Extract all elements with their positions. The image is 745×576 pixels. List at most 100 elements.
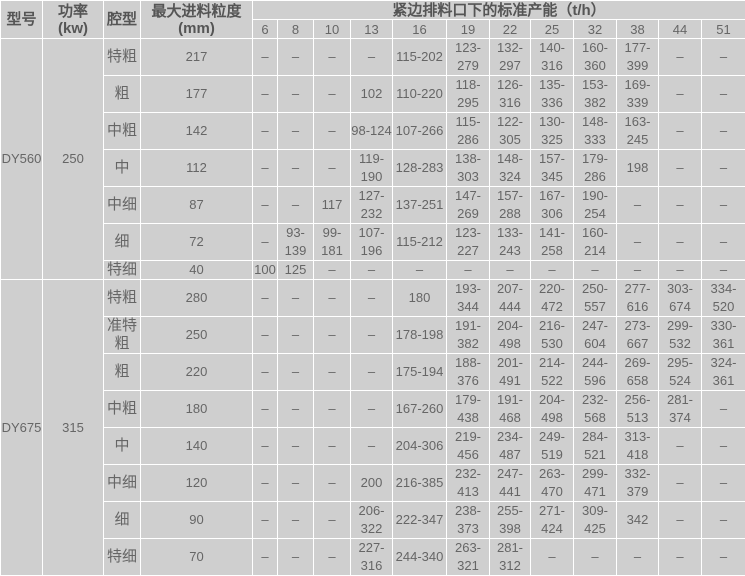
capacity-cell: – bbox=[658, 464, 702, 502]
capacity-cell: – bbox=[252, 538, 278, 576]
capacity-cell: 148-333 bbox=[573, 112, 617, 150]
capacity-cell: 93-139 bbox=[277, 223, 314, 261]
capacity-cell: 220-472 bbox=[530, 279, 574, 317]
capacity-cell: 200 bbox=[350, 464, 393, 502]
capacity-cell: – bbox=[530, 260, 574, 280]
table-row: 中细 87– –117 127-232 137-251 147-269 157-288 167… bbox=[1, 186, 745, 224]
header-power: 功率 (kw) bbox=[42, 0, 104, 39]
capacity-cell: 234-487 bbox=[489, 427, 531, 465]
capacity-cell: 160-214 bbox=[573, 223, 617, 261]
capacity-cell: 122-305 bbox=[489, 112, 531, 150]
capacity-cell: 188-376 bbox=[446, 353, 490, 391]
header-max-feed: 最大进料粒度 (mm) bbox=[140, 0, 253, 39]
capacity-cell: – bbox=[392, 260, 447, 280]
capacity-cell: 175-194 bbox=[392, 353, 447, 391]
cavity-cell: 特细 bbox=[103, 260, 141, 280]
capacity-cell: – bbox=[252, 279, 278, 317]
capacity-cell: – bbox=[616, 538, 659, 576]
cavity-cell: 中细 bbox=[103, 464, 141, 502]
cavity-cell: 特细 bbox=[103, 538, 141, 576]
capacity-cell: 244-340 bbox=[392, 538, 447, 576]
capacity-cell: – bbox=[350, 390, 393, 428]
capacity-cell: – bbox=[700, 186, 745, 224]
capacity-cell: – bbox=[658, 112, 702, 150]
capacity-cell: 332-379 bbox=[616, 464, 659, 502]
header-css-25: 25 bbox=[530, 19, 574, 39]
table-row: 特细 70– – –227-316 244-340 263-321 281-312– – – – – bbox=[1, 538, 745, 576]
max-feed-cell: 180 bbox=[140, 390, 253, 428]
cavity-cell: 准特粗 bbox=[103, 316, 141, 354]
capacity-cell: – bbox=[313, 112, 351, 150]
capacity-cell: 147-269 bbox=[446, 186, 490, 224]
capacity-cell: – bbox=[350, 279, 393, 317]
table-row: 细 90– – –206-322 222-347 238-373 255-398 271-42… bbox=[1, 501, 745, 539]
table-row: 中 140– – – –204-306 219-456 234-487 249-519 284-… bbox=[1, 427, 745, 465]
capacity-cell: 177-399 bbox=[616, 38, 659, 76]
capacity-cell: 227-316 bbox=[350, 538, 393, 576]
capacity-cell: 117 bbox=[313, 186, 351, 224]
capacity-cell: 263-470 bbox=[530, 464, 574, 502]
capacity-cell: – bbox=[277, 112, 314, 150]
table-row: 中细 120– – –200 216-385 232-413 247-441 263-470 2… bbox=[1, 464, 745, 502]
capacity-cell: 163-245 bbox=[616, 112, 659, 150]
capacity-cell: – bbox=[313, 427, 351, 465]
capacity-cell: 309-425 bbox=[573, 501, 617, 539]
capacity-cell: 313-418 bbox=[616, 427, 659, 465]
capacity-cell: 284-521 bbox=[573, 427, 617, 465]
capacity-cell: – bbox=[700, 390, 745, 428]
capacity-cell: 207-444 bbox=[489, 279, 531, 317]
capacity-cell: 100 bbox=[252, 260, 278, 280]
capacity-cell: 214-522 bbox=[530, 353, 574, 391]
table-row: DY560 250 特粗 217– – – –115-202 123-279 132-297 14… bbox=[0, 38, 745, 280]
capacity-cell: 191-468 bbox=[489, 390, 531, 428]
cavity-cell: 粗 bbox=[103, 75, 141, 113]
capacity-cell: 102 bbox=[350, 75, 393, 113]
capacity-cell: – bbox=[573, 538, 617, 576]
capacity-cell: – bbox=[252, 112, 278, 150]
header-css-10: 10 bbox=[313, 19, 351, 39]
capacity-cell: 128-283 bbox=[392, 149, 447, 187]
capacity-cell: – bbox=[252, 427, 278, 465]
capacity-cell: 295-524 bbox=[658, 353, 702, 391]
max-feed-cell: 220 bbox=[140, 353, 253, 391]
capacity-cell: – bbox=[252, 464, 278, 502]
capacity-cell: – bbox=[658, 501, 702, 539]
capacity-cell: – bbox=[252, 501, 278, 539]
capacity-cell: – bbox=[252, 390, 278, 428]
capacity-cell: 107-196 bbox=[350, 223, 393, 261]
header-max-feed-unit: (mm) bbox=[178, 19, 215, 37]
capacity-cell: 99-181 bbox=[313, 223, 351, 261]
header-max-feed-label: 最大进料粒度 bbox=[151, 2, 242, 20]
table-header: 型号 功率 (kw) 腔型 最大进料粒度 (mm) 紧边排料口下的标准产能（t/… bbox=[0, 0, 745, 39]
capacity-cell: – bbox=[700, 501, 745, 539]
capacity-cell: – bbox=[350, 260, 393, 280]
header-css-19: 19 bbox=[446, 19, 490, 39]
capacity-cell: 110-220 bbox=[392, 75, 447, 113]
capacity-cell: 115-212 bbox=[392, 223, 447, 261]
capacity-cell: – bbox=[530, 538, 574, 576]
capacity-cell: 153-382 bbox=[573, 75, 617, 113]
max-feed-cell: 177 bbox=[140, 75, 253, 113]
capacity-cell: 132-297 bbox=[489, 38, 531, 76]
capacity-cell: 141-258 bbox=[530, 223, 574, 261]
capacity-cell: – bbox=[658, 260, 702, 280]
capacity-cell: – bbox=[658, 427, 702, 465]
capacity-cell: 167-260 bbox=[392, 390, 447, 428]
capacity-cell: – bbox=[313, 538, 351, 576]
capacity-cell: – bbox=[252, 316, 278, 354]
capacity-cell: 249-519 bbox=[530, 427, 574, 465]
capacity-cell: 157-288 bbox=[489, 186, 531, 224]
capacity-cell: – bbox=[700, 427, 745, 465]
table-row: 准特粗 250– – – –178-198 191-382 204-498 216-530 24… bbox=[1, 316, 745, 354]
capacity-cell: 107-266 bbox=[392, 112, 447, 150]
capacity-cell: – bbox=[616, 186, 659, 224]
capacity-cell: – bbox=[658, 149, 702, 187]
cavity-cell: 中粗 bbox=[103, 390, 141, 428]
capacity-cell: – bbox=[658, 223, 702, 261]
model-cell: DY560 bbox=[0, 38, 43, 280]
capacity-cell: – bbox=[277, 149, 314, 187]
power-cell: 315 bbox=[42, 279, 104, 576]
capacity-cell: 193-344 bbox=[446, 279, 490, 317]
capacity-cell: 180 bbox=[392, 279, 447, 317]
capacity-cell: 148-324 bbox=[489, 149, 531, 187]
